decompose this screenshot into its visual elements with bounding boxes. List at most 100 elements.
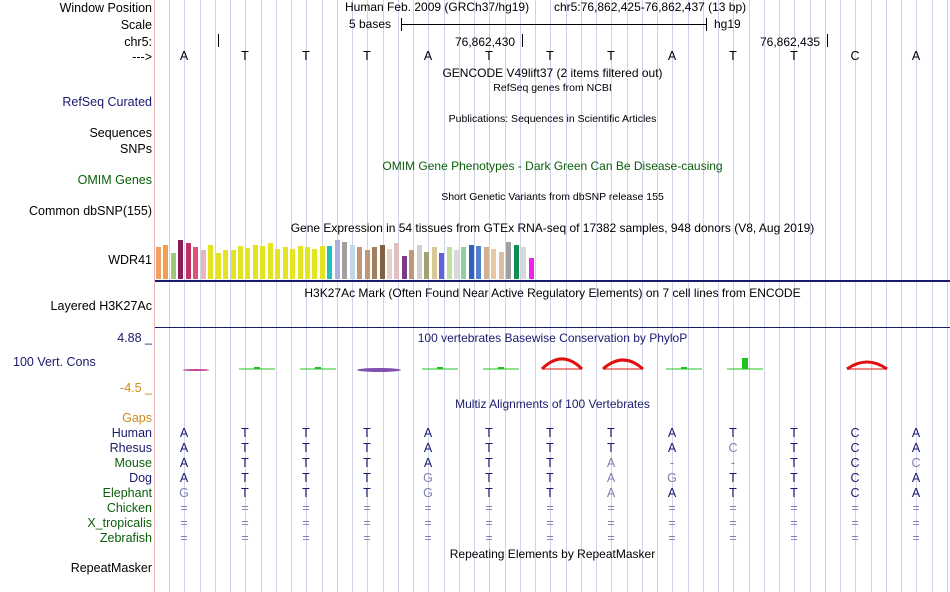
gtex-tissue-bar[interactable]	[349, 245, 355, 279]
gridline	[413, 0, 414, 592]
strand-arrow-label[interactable]: --->	[132, 50, 152, 64]
gtex-tissue-bar[interactable]	[372, 247, 378, 279]
repeatmasker-track-label[interactable]: RepeatMasker	[70, 561, 152, 575]
gtex-tissue-bar[interactable]	[237, 246, 243, 279]
omim-track-label[interactable]: OMIM Genes	[77, 173, 152, 187]
conservation-graph[interactable]	[155, 350, 950, 380]
gtex-tissue-bar[interactable]	[476, 246, 482, 279]
species-label[interactable]: Mouse	[114, 456, 152, 470]
gtex-gene-label[interactable]: WDR41	[108, 253, 152, 267]
gtex-tissue-bar[interactable]	[319, 246, 325, 279]
dbsnp-track-label[interactable]: Common dbSNP(155)	[29, 204, 152, 218]
gtex-tissue-bar[interactable]	[454, 250, 459, 279]
gtex-tissue-bar[interactable]	[312, 249, 318, 279]
conservation-bar	[742, 358, 748, 369]
alignment-base: =	[546, 516, 554, 530]
gtex-tissue-bar[interactable]	[521, 247, 527, 279]
dbsnp-track-title[interactable]: Short Genetic Variants from dbSNP releas…	[441, 191, 664, 203]
gtex-tissue-bar[interactable]	[327, 246, 333, 279]
gtex-tissue-bar[interactable]	[200, 250, 206, 279]
gtex-tissue-bar[interactable]	[401, 256, 407, 279]
gtex-tissue-bar[interactable]	[215, 253, 221, 279]
gtex-tissue-bar[interactable]	[342, 242, 348, 279]
gtex-tissue-bar[interactable]	[506, 242, 512, 279]
track-data-area[interactable]: Human Feb. 2009 (GRCh37/hg19) chr5:76,86…	[155, 0, 950, 592]
gtex-tissue-bar[interactable]	[416, 245, 422, 279]
species-label[interactable]: X_tropicalis	[87, 516, 152, 530]
alignment-base: A	[179, 426, 189, 440]
gtex-tissue-bar[interactable]	[439, 253, 445, 279]
gtex-tissue-bar[interactable]	[185, 243, 191, 279]
gtex-tissue-bar[interactable]	[290, 249, 296, 279]
species-label[interactable]: Dog	[129, 471, 152, 485]
gtex-tissue-bar[interactable]	[260, 246, 266, 279]
gridline	[261, 0, 262, 592]
gridline	[215, 0, 216, 592]
gtex-tissue-bar[interactable]	[297, 246, 303, 279]
h3k27ac-track-label[interactable]: Layered H3K27Ac	[50, 299, 152, 313]
coord-tick-a	[522, 34, 523, 47]
gtex-tissue-bar[interactable]	[178, 240, 184, 279]
gtex-tissue-bar[interactable]	[364, 250, 370, 279]
gtex-tissue-bar[interactable]	[252, 245, 258, 279]
alignment-base: T	[241, 471, 249, 485]
gtex-tissue-bar[interactable]	[483, 247, 489, 279]
gtex-tissue-bar[interactable]	[275, 249, 281, 279]
gencode-track-title[interactable]: GENCODE V49lift37 (2 items filtered out)	[442, 66, 663, 80]
species-label[interactable]: Rhesus	[109, 441, 152, 455]
gtex-tissue-bar[interactable]	[267, 243, 273, 279]
gtex-tissue-bar[interactable]	[461, 247, 467, 279]
gtex-tissue-bar[interactable]	[305, 247, 310, 279]
gtex-tissue-bar[interactable]	[491, 249, 497, 279]
gtex-tissue-bar[interactable]	[156, 247, 161, 279]
species-label[interactable]: Chicken	[106, 501, 152, 515]
gtex-tissue-bar[interactable]	[170, 253, 176, 279]
species-label[interactable]: Human	[111, 426, 152, 440]
cons-track-label[interactable]: 100 Vert. Cons	[13, 355, 96, 369]
gtex-tissue-bar[interactable]	[379, 245, 385, 279]
gtex-tissue-bar[interactable]	[409, 250, 415, 279]
gaps-label[interactable]: Gaps	[122, 411, 152, 425]
multiz-track-title[interactable]: Multiz Alignments of 100 Vertebrates	[455, 397, 650, 411]
alignment-base: C	[850, 441, 860, 455]
gtex-tissue-bar[interactable]	[468, 245, 474, 279]
gtex-tissue-bar[interactable]	[163, 245, 169, 279]
chrom-tick	[218, 34, 219, 47]
gtex-tissue-bar[interactable]	[424, 252, 430, 279]
publications-track-title[interactable]: Publications: Sequences in Scientific Ar…	[448, 113, 657, 125]
gtex-tissue-bar[interactable]	[357, 247, 363, 279]
gridline	[444, 0, 445, 592]
gtex-tissue-bar[interactable]	[223, 250, 229, 279]
gtex-tissue-bar[interactable]	[208, 245, 214, 279]
gtex-tissue-bar[interactable]	[386, 249, 392, 279]
refseq-track-title[interactable]: RefSeq genes from NCBI	[493, 82, 612, 94]
gtex-tissue-bar[interactable]	[334, 240, 340, 279]
gtex-tissue-bar[interactable]	[282, 247, 288, 279]
gtex-tissue-bar[interactable]	[193, 247, 199, 279]
gtex-tissue-bar[interactable]	[230, 250, 236, 279]
gtex-bar-chart[interactable]	[155, 236, 535, 279]
gtex-tissue-bar[interactable]	[245, 248, 251, 279]
gtex-tissue-bar[interactable]	[528, 258, 534, 279]
h3k27ac-track-title[interactable]: H3K27Ac Mark (Often Found Near Active Re…	[304, 286, 801, 300]
snps-track-label[interactable]: SNPs	[120, 142, 152, 156]
alignment-base: T	[485, 441, 493, 455]
cons-track-title[interactable]: 100 vertebrates Basewise Conservation by…	[417, 331, 688, 345]
species-label[interactable]: Elephant	[102, 486, 152, 500]
gtex-tissue-bar[interactable]	[431, 247, 437, 279]
gtex-tissue-bar[interactable]	[446, 247, 452, 279]
alignment-base: =	[607, 501, 615, 515]
species-label[interactable]: Zebrafish	[99, 531, 152, 545]
gtex-tissue-bar[interactable]	[394, 243, 400, 279]
scale-label: Scale	[120, 18, 152, 32]
omim-track-title[interactable]: OMIM Gene Phenotypes - Dark Green Can Be…	[382, 159, 723, 173]
repeat-track-title[interactable]: Repeating Elements by RepeatMasker	[449, 547, 656, 561]
sequences-track-label[interactable]: Sequences	[89, 126, 152, 140]
alignment-base: A	[911, 486, 921, 500]
alignment-base: T	[363, 426, 371, 440]
gtex-tissue-bar[interactable]	[498, 252, 504, 279]
gtex-track-title[interactable]: Gene Expression in 54 tissues from GTEx …	[290, 221, 815, 235]
refseq-track-label[interactable]: RefSeq Curated	[62, 95, 152, 109]
gtex-tissue-bar[interactable]	[513, 245, 519, 279]
